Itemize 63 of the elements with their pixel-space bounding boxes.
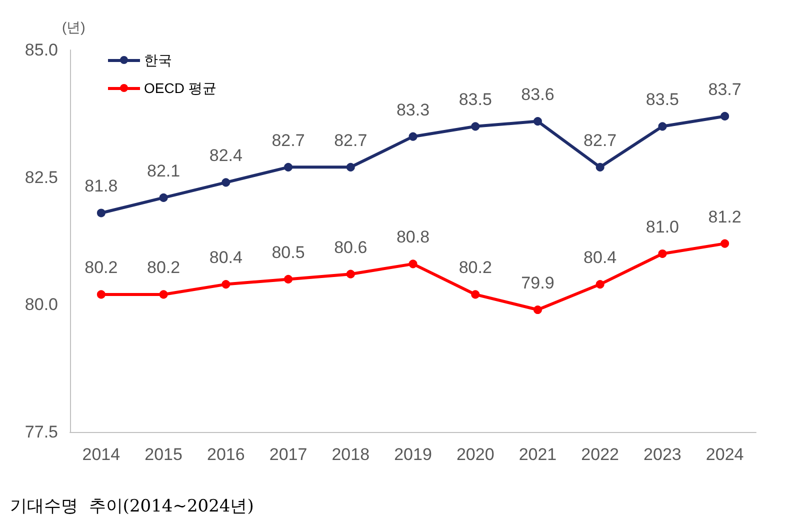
x-tick-label: 2019 (394, 445, 432, 464)
data-label: 80.2 (458, 258, 492, 278)
y-tick-label: 85.0 (24, 40, 58, 60)
y-tick-label: 77.5 (24, 422, 58, 442)
point (284, 162, 293, 172)
point (346, 270, 355, 278)
point (658, 122, 667, 131)
data-label: 82.7 (272, 130, 305, 150)
point (533, 306, 542, 314)
x-tick-label: 2018 (332, 445, 370, 464)
y-tick-label: 80.0 (24, 295, 58, 314)
data-label: 80.4 (209, 248, 242, 268)
point (408, 132, 418, 141)
point (658, 249, 667, 258)
text: 기대수명 추이(2014~2024년) (10, 496, 254, 516)
data-label: 79.9 (521, 274, 554, 293)
point (96, 208, 106, 218)
data-label: 81.2 (708, 207, 742, 226)
data-label: 80.5 (272, 242, 305, 262)
point (284, 274, 293, 284)
point (96, 290, 106, 299)
x-tick-label: 2021 (518, 445, 557, 464)
data-label: 80.2 (84, 258, 118, 278)
x-tick-label: 2017 (269, 445, 308, 464)
data-label: 80.8 (396, 228, 430, 247)
point (720, 112, 730, 120)
point (533, 117, 542, 126)
legend-label: OECD 평균 (144, 80, 216, 96)
x-tick-label: 2023 (644, 445, 682, 464)
y-tick-label: 82.5 (24, 168, 58, 187)
data-label: 81.0 (646, 217, 679, 236)
data-label: 82.4 (209, 146, 242, 166)
x-tick-label: 2014 (82, 445, 120, 464)
data-label: 83.3 (396, 100, 430, 120)
data-label: 80.6 (334, 238, 368, 257)
point (222, 178, 230, 187)
data-label: 82.1 (147, 161, 180, 180)
x-tick-label: 2020 (456, 445, 494, 464)
legend-label: 한국 (144, 52, 172, 68)
data-label: 80.2 (147, 258, 180, 278)
point (346, 162, 355, 172)
data-label: 82.7 (584, 130, 617, 150)
point (159, 193, 168, 202)
point (159, 290, 168, 299)
x-tick-label: 2016 (206, 445, 245, 464)
point (596, 280, 604, 289)
y-axis-title: (년) (62, 19, 86, 35)
point (471, 122, 480, 131)
data-label: 83.5 (646, 90, 679, 110)
point (222, 280, 230, 289)
data-label: 83.7 (708, 80, 742, 99)
point (471, 290, 480, 299)
x-tick-label: 2015 (144, 445, 182, 464)
data-label: 83.6 (521, 85, 554, 104)
point (720, 239, 730, 248)
data-label: 80.4 (584, 248, 617, 268)
data-label: 81.8 (84, 176, 118, 196)
x-tick-label: 2022 (581, 445, 620, 464)
data-label: 83.5 (458, 90, 492, 110)
x-tick-label: 2024 (706, 445, 744, 464)
point (596, 162, 604, 172)
point (408, 260, 418, 268)
data-label: 82.7 (334, 130, 368, 150)
